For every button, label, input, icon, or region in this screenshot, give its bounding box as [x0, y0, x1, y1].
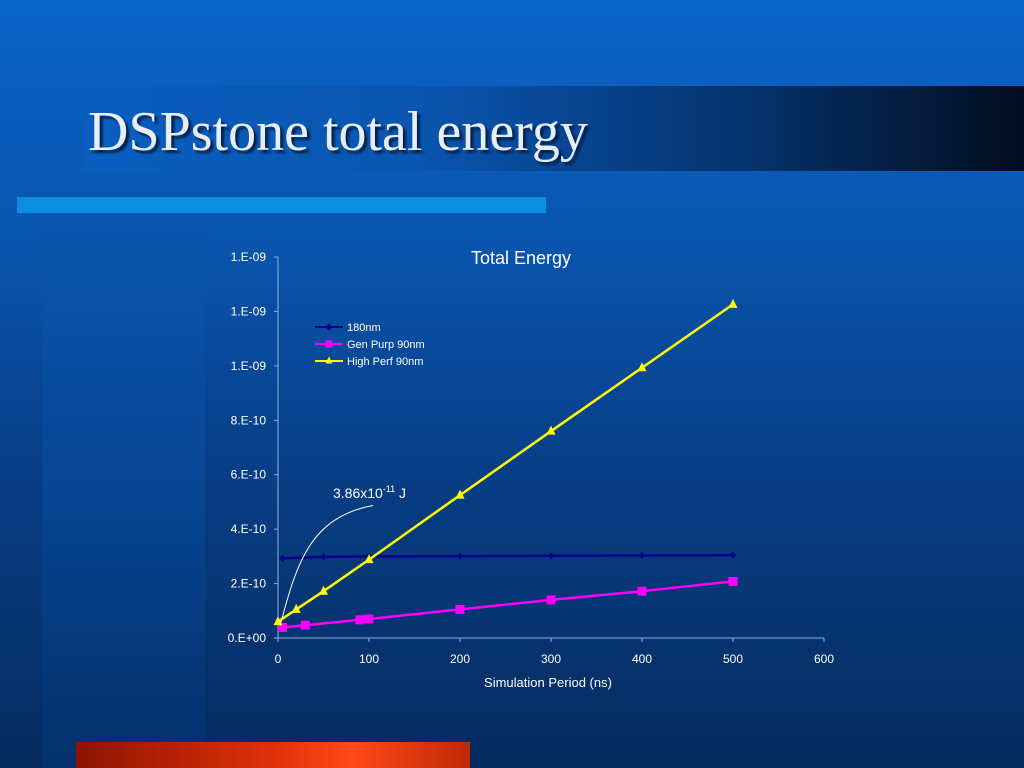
series-line-180nm	[282, 554, 734, 560]
x-tick-label: 400	[632, 652, 652, 666]
legend-marker-gen-purp-90nm	[325, 340, 333, 348]
data-point-gen-purp-90nm	[278, 622, 288, 632]
x-tick-label: 600	[814, 652, 834, 666]
y-tick-label: 4.E-10	[231, 522, 267, 536]
data-point-180nm	[547, 552, 555, 560]
series-gen-purp-90nm	[278, 576, 738, 632]
y-tick-label: 8.E-10	[231, 413, 267, 427]
data-point-high-perf-90nm	[319, 585, 328, 595]
data-point-gen-purp-90nm	[546, 595, 556, 605]
legend-label-high-perf-90nm: High Perf 90nm	[347, 356, 423, 368]
annotation-text: 3.86x10-11 J	[333, 484, 406, 501]
data-point-high-perf-90nm	[546, 425, 556, 435]
data-point-180nm	[279, 554, 287, 562]
legend-label-180nm: 180nm	[347, 322, 381, 334]
legend-marker-high-perf-90nm	[325, 356, 333, 364]
bottom-accent-bar	[76, 742, 470, 768]
data-point-high-perf-90nm	[364, 554, 374, 564]
slide-title: DSPstone total energy	[88, 101, 588, 163]
chart-title: Total Energy	[471, 248, 571, 268]
title-band	[85, 86, 1024, 171]
data-point-gen-purp-90nm	[455, 604, 465, 614]
series-layer	[273, 298, 738, 632]
legend-marker-180nm	[325, 323, 333, 331]
y-tick-label: 2.E-10	[231, 577, 267, 591]
chart-annotation: 3.86x10-11 J	[279, 484, 406, 626]
x-tick-label: 100	[359, 652, 379, 666]
chart-legend: 180nm Gen Purp 90nm High Perf 90nm	[315, 322, 425, 368]
y-tick-label: 0.E+00	[228, 631, 267, 645]
data-point-high-perf-90nm	[637, 362, 647, 372]
data-point-high-perf-90nm	[291, 603, 301, 613]
accent-bar	[17, 197, 546, 213]
legend-label-gen-purp-90nm: Gen Purp 90nm	[347, 339, 425, 351]
data-point-high-perf-90nm	[728, 298, 738, 308]
x-axis-label: Simulation Period (ns)	[484, 675, 612, 690]
series-line-gen-purp-90nm	[282, 580, 734, 629]
x-tick-label: 300	[541, 652, 561, 666]
data-point-180nm	[638, 552, 646, 560]
data-point-180nm	[456, 552, 464, 560]
series-line-high-perf-90nm	[277, 303, 734, 623]
chart-axes: 0.E+00 2.E-10 4.E-10 6.E-10 8.E-10 1.E-09 1.E-…	[228, 250, 835, 666]
y-tick-label: 1.E-09	[231, 250, 267, 264]
x-tick-label: 200	[450, 652, 470, 666]
x-tick-label: 0	[275, 652, 282, 666]
data-point-gen-purp-90nm	[637, 586, 647, 596]
data-point-high-perf-90nm	[455, 489, 465, 499]
series-180nm	[279, 551, 737, 562]
data-point-gen-purp-90nm	[728, 576, 738, 586]
data-point-gen-purp-90nm	[300, 620, 310, 630]
left-background-strip	[42, 212, 205, 768]
data-point-gen-purp-90nm	[355, 615, 365, 625]
y-tick-label: 1.E-09	[231, 359, 267, 373]
x-tick-label: 500	[723, 652, 743, 666]
data-point-180nm	[320, 553, 327, 561]
y-tick-label: 6.E-10	[231, 468, 267, 482]
y-tick-label: 1.E-09	[231, 304, 267, 318]
annotation-leader-line	[279, 505, 374, 626]
data-point-gen-purp-90nm	[364, 614, 374, 624]
data-point-180nm	[729, 551, 737, 559]
series-high-perf-90nm	[273, 298, 738, 626]
